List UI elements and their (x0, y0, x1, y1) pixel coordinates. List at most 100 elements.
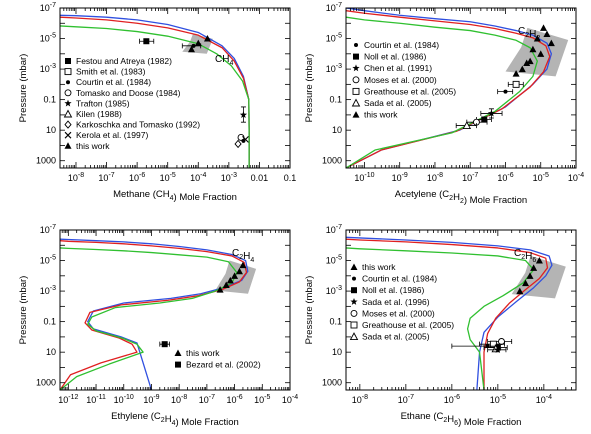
legend-marker (352, 64, 360, 72)
legend-entry: Courtin et al. (1984) (76, 77, 151, 87)
x-tick-label: 10-6 (444, 394, 460, 405)
data-point (231, 272, 239, 279)
data-point (530, 264, 538, 271)
y-axis-title: Pressure (mbar) (18, 276, 29, 345)
data-point (533, 35, 541, 42)
x-tick-label: 10-8 (68, 172, 84, 183)
y-tick-label: 10-3 (40, 285, 56, 296)
legend-entry: Moses et al. (2000) (364, 75, 437, 85)
legend-marker (349, 332, 359, 341)
x-tick-label: 10-4 (536, 394, 552, 405)
data-point (462, 121, 472, 130)
data-point (503, 89, 508, 94)
data-point (481, 116, 488, 123)
data-point (523, 59, 531, 67)
x-tick-label: 10-4 (190, 172, 206, 183)
x-tick-label: 10-5 (160, 172, 176, 183)
data-point (543, 30, 551, 37)
legend-entry: Sada et al. (2005) (364, 98, 432, 108)
legend-entry: Sada et al. (1996) (362, 297, 430, 307)
legend: Festou and Atreya (1982)Smith et al. (19… (63, 56, 200, 151)
x-tick-label: 10-10 (114, 394, 134, 405)
y-tick-label: 1000 (36, 378, 56, 388)
x-axis-title: Ethane (C2H6) Mole Fraction (401, 411, 522, 428)
x-tick-label: 10-12 (58, 394, 78, 405)
x-tick-label: 10-11 (86, 394, 106, 405)
x-tick-label: 10-7 (199, 394, 215, 405)
legend-marker (350, 309, 358, 317)
legend-marker (63, 109, 73, 118)
legend-entry: Kerola et al. (1997) (76, 130, 148, 140)
legend-marker (352, 276, 356, 281)
x-axis-title: Acetylene (C2H2) Mole Fraction (395, 189, 527, 206)
data-point (161, 341, 168, 348)
x-tick-label: 0.01 (251, 173, 269, 183)
data-point (526, 272, 534, 279)
data-point (485, 344, 490, 349)
y-tick-label: 1000 (322, 378, 342, 388)
data-point (187, 45, 195, 53)
panel-top-right: 10-10 10-9 10-8 10-7 10-6 10-5 10-4 10-7 10-5 10-… (304, 2, 584, 206)
data-point (540, 24, 548, 31)
legend-marker (64, 99, 72, 107)
x-tick-label: 10-8 (352, 394, 368, 405)
y-tick-label: 10-3 (326, 285, 342, 296)
legend-entry: Sada et al. (2005) (362, 332, 430, 342)
data-point (216, 286, 224, 293)
data-point (239, 261, 247, 269)
y-tick-label: 10 (332, 347, 342, 357)
legend-entry: Kilen (1988) (76, 109, 122, 119)
legend-marker (351, 98, 361, 107)
data-point (498, 338, 505, 345)
x-tick-label: 10-5 (533, 172, 549, 183)
legend-entry: Courtin et al. (1984) (364, 40, 439, 50)
species-label: CH4 (215, 54, 233, 67)
y-tick-label: 10-5 (40, 33, 56, 44)
x-axis-title: Ethylene (C2H4) Mole Fraction (111, 411, 239, 428)
legend-entry: this work (186, 348, 220, 358)
species-label: C2H6 (514, 248, 536, 264)
model-curve-0 (346, 236, 553, 390)
legend-marker (175, 361, 181, 368)
model-curve-2 (60, 25, 250, 168)
y-axis-title: Pressure (mbar) (304, 54, 315, 123)
legend-marker (64, 68, 72, 76)
model-curve-2 (346, 247, 535, 390)
data-point (203, 35, 211, 42)
data-point (535, 257, 543, 264)
species-label: C2H2 (518, 26, 540, 42)
panel-bottom-right: 10-8 10-7 10-6 10-5 10-4 10-7 10-5 10-3 0.1 10 100… (304, 224, 577, 428)
uncertainty-envelope (505, 27, 569, 77)
legend: this work Courtin et al. (1984)Noll et al… (349, 262, 454, 342)
data-point (516, 287, 524, 295)
x-axis-title: Methane (CH4) Mole Fraction (113, 189, 237, 203)
y-tick-label: 10-7 (40, 2, 56, 13)
y-tick-label: 0.1 (43, 317, 56, 327)
data-point (512, 70, 520, 77)
data-point (494, 346, 502, 353)
data-point (239, 111, 248, 118)
y-tick-label: 10-7 (326, 224, 342, 235)
data-point (194, 39, 202, 47)
legend-entry: Noll et al. (1986) (364, 52, 427, 62)
legend-entry: Greathouse et al. (2005) (364, 86, 456, 96)
legend-marker (351, 287, 357, 294)
x-tick-label: 10-10 (354, 172, 374, 183)
x-tick-label: 10-9 (392, 172, 408, 183)
legend-entry: Smith et al. (1983) (76, 67, 146, 77)
y-tick-label: 0.1 (43, 95, 56, 105)
legend-marker (66, 80, 70, 85)
x-tick-label: 10-3 (221, 172, 237, 183)
data-point (143, 38, 150, 45)
y-tick-label: 10-5 (326, 33, 342, 44)
legend: Courtin et al. (1984) Noll et al. (1986)C… (351, 40, 456, 120)
y-tick-label: 10 (46, 125, 56, 135)
legend-marker (354, 43, 358, 47)
legend-entry: Courtin et al. (1984) (362, 274, 437, 284)
legend: this work Bezard et al. (2002) (174, 348, 261, 370)
data-point (226, 276, 234, 284)
plot-frame (59, 7, 291, 169)
y-tick-label: 0.1 (329, 317, 342, 327)
uncertainty-envelope (511, 255, 566, 299)
